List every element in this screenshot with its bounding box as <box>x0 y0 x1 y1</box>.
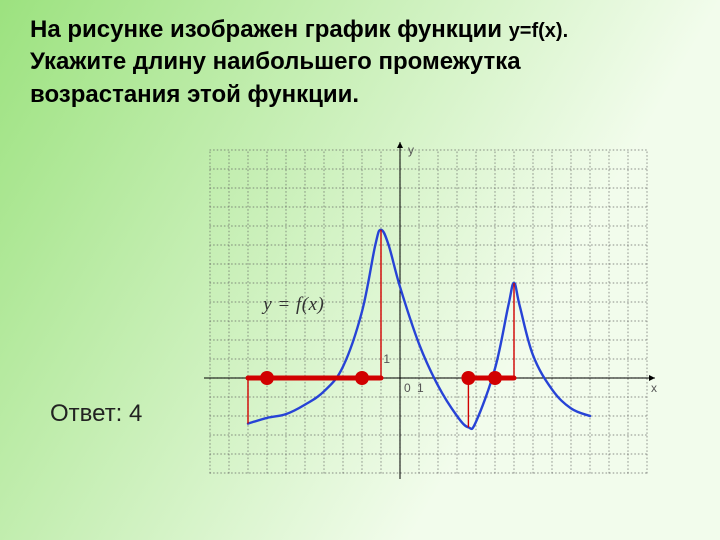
question-text: На рисунке изображен график функции y=f(… <box>30 14 690 111</box>
formula-y: y <box>263 294 272 315</box>
formula-eq: = <box>272 294 296 315</box>
svg-text:0: 0 <box>404 381 411 395</box>
formula-pr: ) <box>318 294 325 315</box>
svg-text:y: y <box>408 143 414 157</box>
svg-text:x: x <box>651 381 657 395</box>
svg-text:1: 1 <box>383 352 390 366</box>
function-plot: yx011 <box>200 140 680 520</box>
formula-label: y = f(x) <box>263 294 324 316</box>
question-line1a: На рисунке изображен график функции <box>30 16 509 43</box>
question-fn: y=f(x). <box>509 20 568 42</box>
answer-text: Ответ: 4 <box>50 400 142 428</box>
svg-text:1: 1 <box>417 381 424 395</box>
question-line2: Укажите длину наибольшего промежутка <box>30 48 521 75</box>
formula-x: x <box>309 294 318 315</box>
formula-pl: ( <box>302 294 309 315</box>
question-line3: возрастания этой функции. <box>30 81 359 108</box>
